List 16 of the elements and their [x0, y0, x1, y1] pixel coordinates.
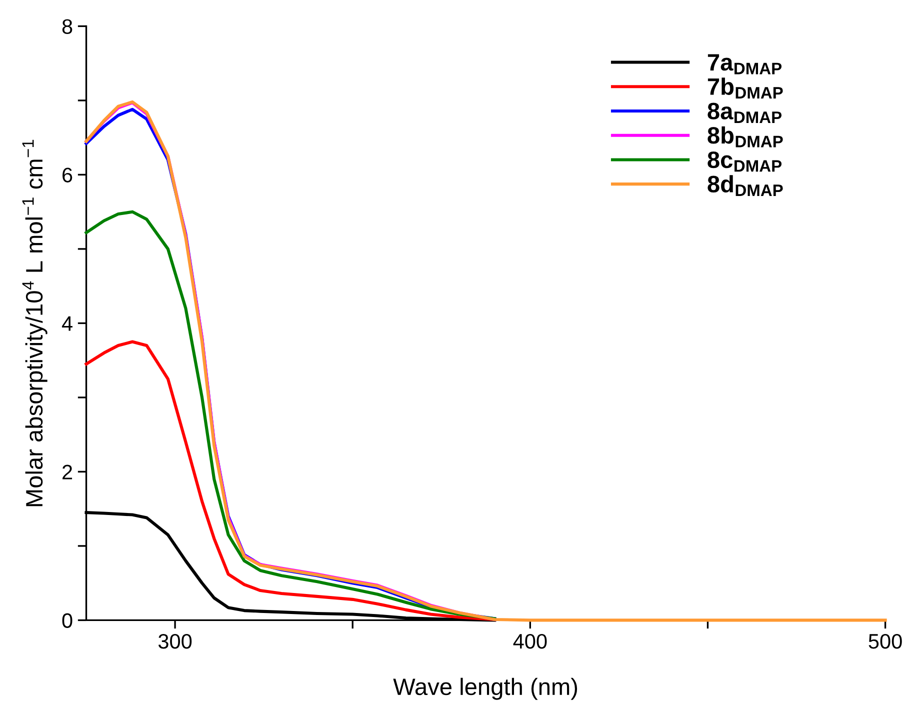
x-axis-title: Wave length (nm)	[393, 678, 578, 700]
y-tick-label: 4	[62, 316, 72, 331]
legend-label: 8b$_{DMAP}$	[708, 126, 783, 148]
legend-label: 8a$_{DMAP}$	[708, 102, 782, 123]
legend-label: 8d$_{DMAP}$	[708, 175, 783, 196]
y-tick-label: 0	[62, 613, 72, 628]
legend-label: 8c$_{DMAP}$	[708, 151, 782, 172]
y-tick-label: 6	[62, 168, 72, 182]
y-tick-label: 2	[62, 464, 72, 480]
y-tick-label: 8	[62, 19, 72, 34]
x-tick-label: 400	[513, 634, 547, 649]
x-tick-label: 500	[868, 634, 902, 649]
legend-label: 7a$_{DMAP}$	[708, 54, 782, 74]
y-axis-title: Molar absorptivity/10$^{4}$ L mol$^{−1}$ cm$^{−1}$	[22, 140, 48, 506]
legend-label: 7b$_{DMAP}$	[708, 78, 783, 98]
x-tick-label: 300	[158, 634, 192, 649]
